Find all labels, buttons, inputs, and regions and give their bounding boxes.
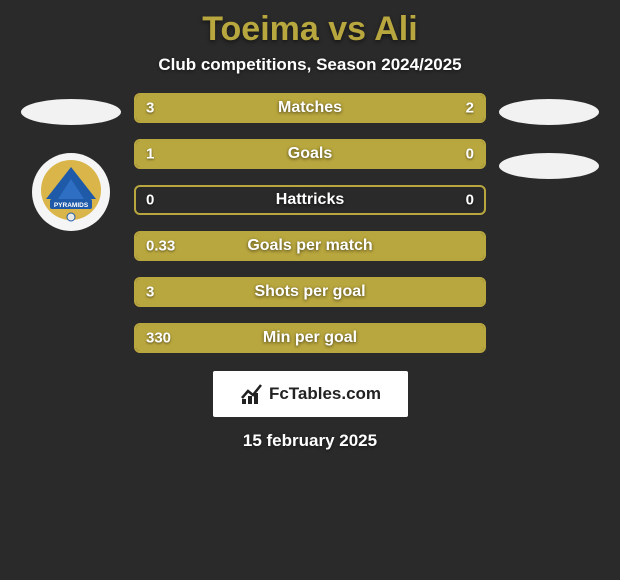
bar-label: Goals per match: [247, 237, 372, 255]
bar-value-left: 0: [146, 192, 154, 209]
right-club-placeholder: [499, 153, 599, 179]
bar-label: Goals: [288, 145, 332, 163]
bar-value-right: 2: [466, 100, 474, 117]
left-player-column: PYRAMIDS: [16, 93, 126, 231]
stat-bar: 3 2 Matches: [134, 93, 486, 123]
chart-icon: [239, 381, 265, 407]
snapshot-date: 15 february 2025: [0, 431, 620, 451]
page-subtitle: Club competitions, Season 2024/2025: [0, 55, 620, 75]
svg-text:PYRAMIDS: PYRAMIDS: [54, 202, 89, 209]
source-logo-text: FcTables.com: [269, 384, 381, 404]
bar-label: Shots per goal: [254, 283, 365, 301]
bar-value-left: 0.33: [146, 238, 175, 255]
right-player-placeholder: [499, 99, 599, 125]
stat-bars: 3 2 Matches 1 0 Goals 0 0 Hattricks 0.33 Goals per…: [134, 93, 486, 353]
bar-label: Matches: [278, 99, 342, 117]
bar-fill-right: [345, 95, 484, 121]
right-player-column: [494, 93, 604, 179]
bar-value-left: 3: [146, 100, 154, 117]
bar-value-right: 0: [466, 146, 474, 163]
bar-label: Hattricks: [276, 191, 344, 209]
bar-value-left: 330: [146, 330, 171, 347]
stat-bar: 3 Shots per goal: [134, 277, 486, 307]
comparison-card: Toeima vs Ali Club competitions, Season …: [0, 0, 620, 451]
left-player-placeholder: [21, 99, 121, 125]
pyramids-badge-icon: PYRAMIDS: [36, 157, 106, 227]
page-title: Toeima vs Ali: [0, 10, 620, 49]
bar-label: Min per goal: [263, 329, 357, 347]
left-club-badge: PYRAMIDS: [32, 153, 110, 231]
stat-bar: 330 Min per goal: [134, 323, 486, 353]
bar-value-right: 0: [466, 192, 474, 209]
stat-bar: 0.33 Goals per match: [134, 231, 486, 261]
stat-bar: 0 0 Hattricks: [134, 185, 486, 215]
stat-bar: 1 0 Goals: [134, 139, 486, 169]
source-logo: FcTables.com: [213, 371, 408, 417]
comparison-body: PYRAMIDS 3 2 Matches 1 0 Goals 0 0 Hattricks 0.33…: [0, 93, 620, 353]
bar-value-left: 1: [146, 146, 154, 163]
bar-value-left: 3: [146, 284, 154, 301]
